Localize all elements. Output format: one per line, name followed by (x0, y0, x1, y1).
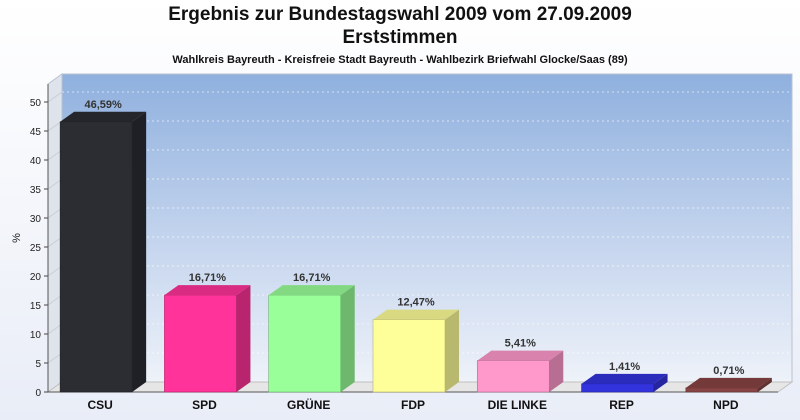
bar-front (372, 319, 446, 393)
bar-front (581, 383, 654, 393)
bar-side (549, 350, 564, 392)
bar-front (476, 360, 550, 393)
bar-front (685, 387, 759, 393)
gridline-side (47, 120, 63, 132)
bar-front (59, 121, 133, 393)
bar (476, 350, 564, 393)
labels: 46,59% CSU 16,71% SPD 16,71% GRÜNE 12,47% FDP 5,… (84, 99, 744, 412)
data-label: 5,41% (505, 338, 536, 350)
gridline-side (47, 91, 63, 103)
y-tick-label: 10 (30, 330, 42, 341)
bar-side (653, 373, 668, 392)
gridline-side (47, 207, 63, 219)
gridline-side (47, 236, 63, 248)
data-label: 46,59% (84, 99, 122, 111)
x-tick-label: REP (609, 398, 634, 412)
bar (372, 309, 459, 393)
bar-top (164, 285, 251, 296)
y-tick-label: 15 (30, 301, 42, 312)
y-tick-label: 40 (30, 156, 42, 167)
bar-side (340, 285, 355, 392)
data-label: 16,71% (189, 272, 227, 284)
gridline-side (47, 294, 63, 306)
bar-side (236, 285, 251, 392)
bar (164, 285, 251, 393)
y-tick-label: 5 (35, 359, 41, 370)
bar-side (757, 377, 772, 392)
bar-top (373, 309, 459, 320)
bar-top (477, 350, 564, 361)
y-tick-label: 35 (30, 185, 42, 196)
bar-top (60, 111, 147, 122)
bar (685, 377, 772, 393)
y-tick-label: 50 (30, 98, 42, 109)
x-tick-label: NPD (713, 398, 739, 412)
x-tick-label: GRÜNE (287, 397, 330, 412)
chart-caption: Wahlkreis Bayreuth - Kreisfreie Stadt Ba… (172, 54, 628, 66)
bar (581, 373, 668, 393)
gridline-side (47, 323, 63, 335)
x-tick-label: DIE LINKE (488, 398, 547, 412)
gridline-side (47, 265, 63, 277)
bar-side (132, 111, 147, 392)
bar (59, 111, 147, 393)
y-tick-label: 45 (30, 127, 42, 138)
y-axis-label: % (11, 233, 23, 243)
bar-top (685, 377, 772, 388)
x-tick-label: FDP (401, 398, 425, 412)
gridline-side (47, 178, 63, 190)
gridline-side (47, 149, 63, 161)
chart-subtitle: Erststimmen (342, 27, 458, 48)
data-label: 16,71% (293, 272, 331, 284)
bar-front (268, 294, 342, 393)
bar-side (445, 309, 459, 392)
x-tick-label: SPD (192, 398, 217, 412)
bar-top (581, 373, 668, 384)
data-label: 1,41% (609, 361, 640, 373)
y-tick-label: 25 (30, 243, 42, 254)
data-label: 0,71% (713, 365, 744, 377)
bar (268, 285, 355, 393)
data-label: 12,47% (397, 297, 435, 309)
y-tick-label: 20 (30, 272, 42, 283)
bar-top (268, 285, 355, 296)
gridline-side (47, 352, 63, 364)
chart-title: Ergebnis zur Bundestagswahl 2009 vom 27.… (168, 4, 632, 25)
y-tick-label: 0 (35, 388, 41, 399)
y-tick-label: 30 (30, 214, 42, 225)
x-tick-label: CSU (87, 398, 112, 412)
bar-front (164, 294, 237, 393)
bars (59, 111, 772, 393)
